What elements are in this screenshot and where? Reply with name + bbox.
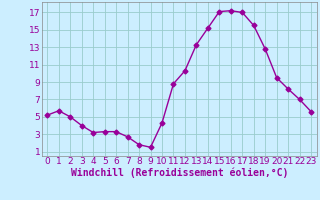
X-axis label: Windchill (Refroidissement éolien,°C): Windchill (Refroidissement éolien,°C) — [70, 168, 288, 178]
